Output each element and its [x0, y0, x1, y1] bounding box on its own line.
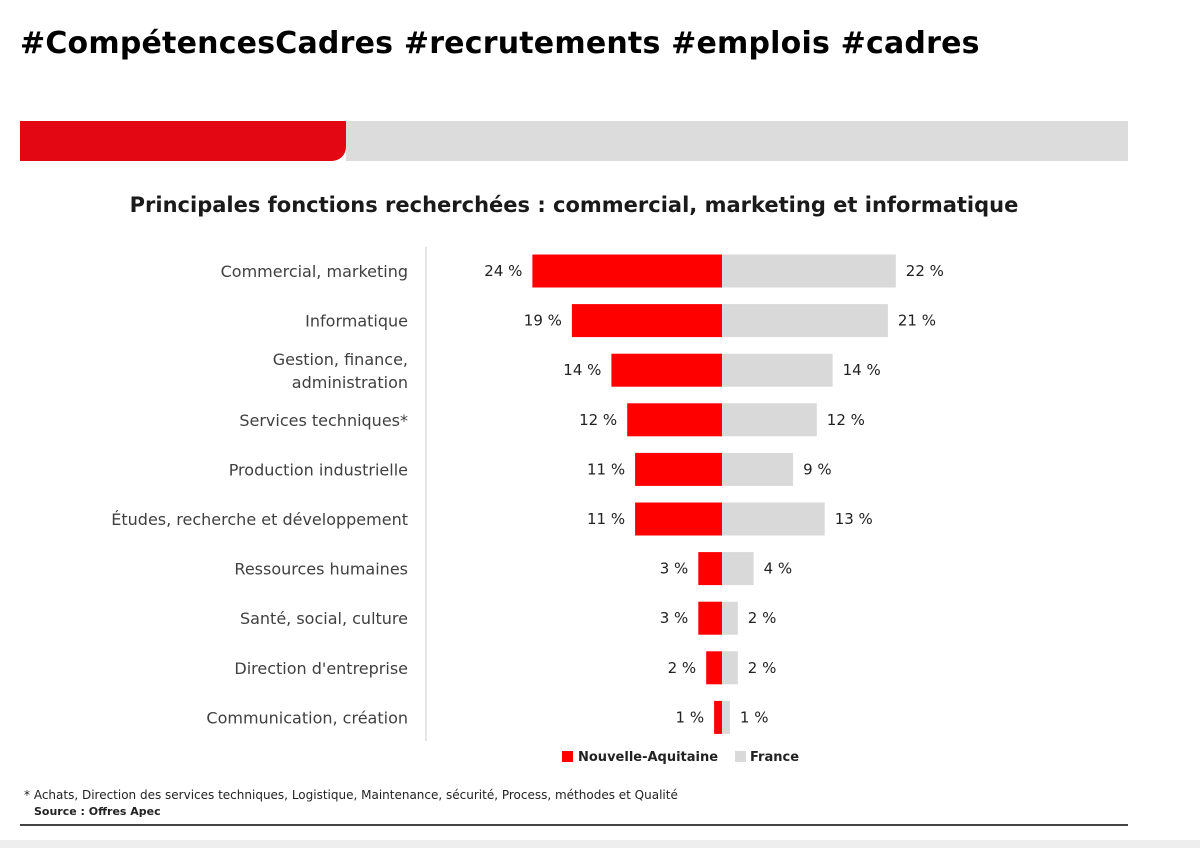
footnote: * Achats, Direction des services techniq…	[24, 788, 678, 802]
value-label-france: 2 %	[748, 609, 777, 627]
banner-red-tab	[325, 121, 346, 161]
bar-france	[722, 601, 738, 635]
bottom-strip	[0, 840, 1200, 848]
category-label: Direction d'entreprise	[234, 659, 408, 678]
value-label-nouvelle-aquitaine: 24 %	[484, 262, 522, 280]
value-label-nouvelle-aquitaine: 3 %	[660, 560, 689, 578]
bar-france	[722, 502, 825, 536]
legend-label-france: France	[750, 750, 799, 765]
category-label: Commercial, marketing	[221, 262, 408, 281]
bar-nouvelle-aquitaine	[635, 502, 722, 536]
category-label: Communication, création	[206, 708, 408, 727]
chart-title: Principales fonctions recherchées : comm…	[129, 193, 1019, 217]
category-label: Informatique	[305, 312, 408, 331]
bar-nouvelle-aquitaine	[706, 651, 722, 685]
value-label-france: 9 %	[803, 460, 832, 478]
bar-nouvelle-aquitaine	[698, 601, 722, 635]
category-label: Services techniques*	[239, 411, 408, 430]
value-label-france: 1 %	[740, 708, 769, 726]
bar-nouvelle-aquitaine	[571, 304, 722, 338]
value-label-france: 21 %	[898, 312, 936, 330]
banner-grey-bar	[346, 121, 1128, 161]
category-label: Ressources humaines	[234, 560, 408, 579]
bar-france	[722, 353, 833, 387]
bar-nouvelle-aquitaine	[611, 353, 722, 387]
bar-france	[722, 651, 738, 685]
bar-nouvelle-aquitaine	[635, 452, 722, 486]
hashtags-heading: #CompétencesCadres #recrutements #emploi…	[20, 26, 980, 61]
bar-france	[722, 403, 817, 437]
bar-france	[722, 552, 754, 586]
bar-france	[722, 254, 896, 288]
slide-banner	[20, 121, 1128, 161]
banner-red-bar	[20, 121, 325, 161]
value-label-nouvelle-aquitaine: 19 %	[524, 312, 562, 330]
bar-france	[722, 700, 730, 734]
value-label-nouvelle-aquitaine: 12 %	[579, 411, 617, 429]
value-label-nouvelle-aquitaine: 11 %	[587, 510, 625, 528]
value-label-nouvelle-aquitaine: 2 %	[668, 659, 697, 677]
value-label-france: 14 %	[843, 361, 881, 379]
value-label-france: 2 %	[748, 659, 777, 677]
bar-nouvelle-aquitaine	[698, 552, 722, 586]
value-label-nouvelle-aquitaine: 14 %	[563, 361, 601, 379]
bar-nouvelle-aquitaine	[532, 254, 722, 288]
bar-nouvelle-aquitaine	[714, 700, 722, 734]
category-label: Gestion, finance, administration	[273, 350, 408, 392]
legend-swatch-nouvelle-aquitaine	[562, 751, 573, 762]
value-label-france: 4 %	[764, 560, 793, 578]
bar-nouvelle-aquitaine	[627, 403, 722, 437]
value-label-france: 12 %	[827, 411, 865, 429]
category-label: Production industrielle	[229, 460, 408, 479]
value-label-nouvelle-aquitaine: 1 %	[676, 708, 705, 726]
source-note: Source : Offres Apec	[34, 805, 161, 818]
value-label-france: 22 %	[906, 262, 944, 280]
value-label-france: 13 %	[835, 510, 873, 528]
value-label-nouvelle-aquitaine: 3 %	[660, 609, 689, 627]
value-label-nouvelle-aquitaine: 11 %	[587, 460, 625, 478]
category-label: Études, recherche et développement	[111, 510, 408, 529]
bottom-divider	[20, 824, 1128, 826]
legend-swatch-france	[735, 751, 746, 762]
legend-label-nouvelle-aquitaine: Nouvelle-Aquitaine	[578, 750, 718, 765]
bar-france	[722, 452, 794, 486]
category-label: Santé, social, culture	[240, 609, 408, 628]
bar-france	[722, 304, 888, 338]
